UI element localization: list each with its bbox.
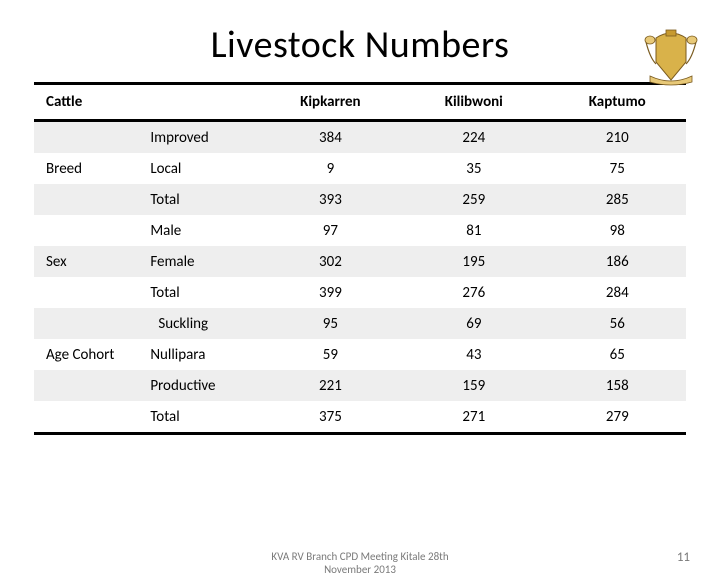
value-cell: 195 — [399, 246, 542, 277]
value-cell: 375 — [256, 401, 399, 434]
value-cell: 284 — [543, 277, 686, 308]
table-row: Improved384224210 — [34, 121, 686, 154]
value-cell: 279 — [543, 401, 686, 434]
value-cell: 159 — [399, 370, 542, 401]
subcategory-cell: Local — [138, 153, 255, 184]
value-cell: 97 — [256, 215, 399, 246]
table-row: Productive221159158 — [34, 370, 686, 401]
category-cell — [34, 277, 138, 308]
table-row: Total393259285 — [34, 184, 686, 215]
value-cell: 158 — [543, 370, 686, 401]
value-cell: 224 — [399, 121, 542, 154]
subcategory-cell: Total — [138, 277, 255, 308]
subcategory-cell: Nullipara — [138, 339, 255, 370]
category-cell — [34, 184, 138, 215]
table-row: Age CohortNullipara594365 — [34, 339, 686, 370]
header-corner: Cattle — [34, 84, 256, 121]
category-cell: Age Cohort — [34, 339, 138, 370]
value-cell: 9 — [256, 153, 399, 184]
subcategory-cell: Female — [138, 246, 255, 277]
table-header-row: Cattle Kipkarren Kilibwoni Kaptumo — [34, 84, 686, 121]
value-cell: 302 — [256, 246, 399, 277]
subcategory-cell: Suckling — [138, 308, 255, 339]
value-cell: 81 — [399, 215, 542, 246]
value-cell: 65 — [543, 339, 686, 370]
value-cell: 210 — [543, 121, 686, 154]
page-number: 11 — [677, 550, 690, 565]
category-cell — [34, 308, 138, 339]
value-cell: 393 — [256, 184, 399, 215]
category-cell — [34, 215, 138, 246]
value-cell: 186 — [543, 246, 686, 277]
table-row: Total375271279 — [34, 401, 686, 434]
header-region: Kilibwoni — [399, 84, 542, 121]
subcategory-cell: Male — [138, 215, 255, 246]
value-cell: 95 — [256, 308, 399, 339]
value-cell: 399 — [256, 277, 399, 308]
value-cell: 43 — [399, 339, 542, 370]
subcategory-cell: Total — [138, 184, 255, 215]
table-row: Male978198 — [34, 215, 686, 246]
value-cell: 56 — [543, 308, 686, 339]
coat-of-arms-icon — [636, 28, 706, 88]
livestock-table: Cattle Kipkarren Kilibwoni Kaptumo Impro… — [34, 82, 686, 435]
category-cell — [34, 401, 138, 434]
value-cell: 69 — [399, 308, 542, 339]
value-cell: 276 — [399, 277, 542, 308]
table-row: Suckling956956 — [34, 308, 686, 339]
footer-text: KVA RV Branch CPD Meeting Kitale 28th No… — [271, 550, 448, 576]
category-cell — [34, 370, 138, 401]
subcategory-cell: Total — [138, 401, 255, 434]
table-row: SexFemale302195186 — [34, 246, 686, 277]
table-row: Total399276284 — [34, 277, 686, 308]
value-cell: 59 — [256, 339, 399, 370]
value-cell: 271 — [399, 401, 542, 434]
value-cell: 221 — [256, 370, 399, 401]
category-cell — [34, 121, 138, 154]
value-cell: 35 — [399, 153, 542, 184]
subcategory-cell: Productive — [138, 370, 255, 401]
table-row: BreedLocal93575 — [34, 153, 686, 184]
category-cell: Breed — [34, 153, 138, 184]
value-cell: 384 — [256, 121, 399, 154]
subcategory-cell: Improved — [138, 121, 255, 154]
header-region: Kaptumo — [543, 84, 686, 121]
header-region: Kipkarren — [256, 84, 399, 121]
page-title: Livestock Numbers — [0, 22, 720, 68]
value-cell: 285 — [543, 184, 686, 215]
value-cell: 98 — [543, 215, 686, 246]
category-cell: Sex — [34, 246, 138, 277]
value-cell: 75 — [543, 153, 686, 184]
value-cell: 259 — [399, 184, 542, 215]
